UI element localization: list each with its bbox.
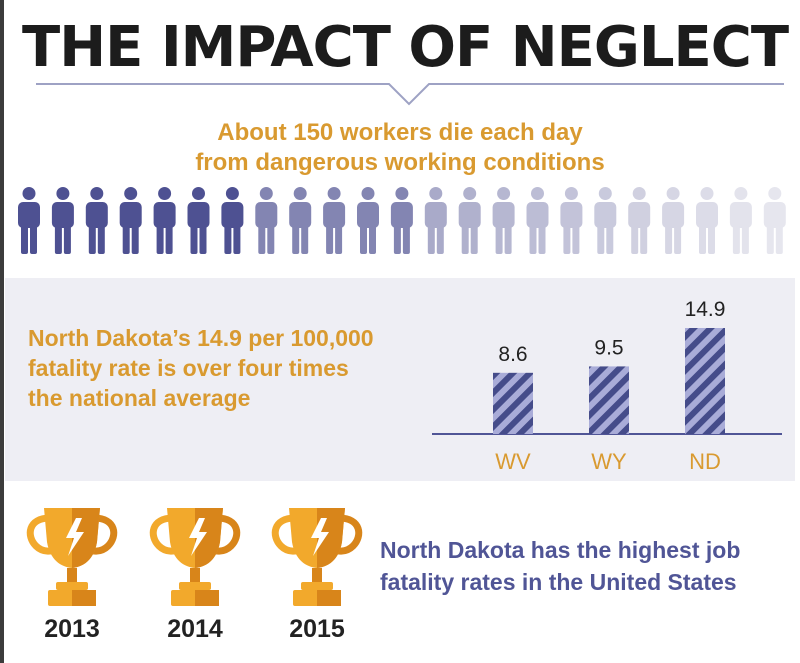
- person-icon: [696, 187, 718, 254]
- year-label-2014: 2014: [167, 615, 223, 643]
- person-icon: [662, 187, 685, 254]
- workers-subtitle: About 150 workers die each day from dang…: [0, 118, 800, 178]
- person-icon: [221, 187, 244, 254]
- data-label-wv: 8.6: [498, 343, 527, 366]
- person-icon: [390, 187, 413, 254]
- fatality-rate-text-line-1: North Dakota’s 14.9 per 100,000: [28, 325, 374, 351]
- person-icon: [458, 187, 481, 254]
- person-icon: [628, 187, 651, 254]
- person-icon: [187, 187, 210, 254]
- fatality-rate-text-line-3: the national average: [28, 385, 251, 411]
- workers-subtitle-line-2: from dangerous working conditions: [195, 149, 605, 176]
- person-icon: [729, 187, 752, 254]
- highest-rates-text: North Dakota has the highest job fatalit…: [380, 534, 796, 598]
- category-label-wv: WV: [495, 449, 531, 474]
- data-label-nd: 14.9: [685, 298, 726, 321]
- trophy-icon: [149, 508, 241, 606]
- category-label-wy: WY: [591, 449, 627, 474]
- page-title: THE IMPACT OF NEGLECT: [22, 15, 789, 80]
- year-label-2015: 2015: [289, 615, 345, 643]
- person-icon: [560, 187, 583, 254]
- person-icon: [526, 187, 549, 254]
- person-icon: [763, 187, 786, 254]
- category-label-nd: ND: [689, 449, 721, 474]
- fatality-rate-text-line-2: fatality rate is over four times: [28, 355, 349, 381]
- person-icon: [85, 187, 108, 254]
- data-label-wy: 9.5: [594, 336, 623, 359]
- person-icon: [594, 187, 617, 254]
- trophy-icon: [26, 508, 118, 606]
- person-icon: [289, 187, 312, 254]
- highest-rates-text-line-1: North Dakota has the highest job: [380, 537, 741, 563]
- fatality-rate-chart: 8.6 WV 9.5 WY 14.9 ND: [432, 298, 782, 474]
- worker-icons-row: [18, 187, 786, 254]
- fatality-rate-panel: [5, 278, 795, 481]
- highest-rates-text-line-2: fatality rates in the United States: [380, 569, 737, 595]
- workers-subtitle-line-1: About 150 workers die each day: [217, 119, 583, 146]
- person-icon: [323, 187, 346, 254]
- left-edge-rule: [0, 0, 4, 663]
- person-icon: [18, 187, 40, 254]
- person-icon: [357, 187, 379, 254]
- person-icon: [255, 187, 278, 254]
- person-icon: [153, 187, 176, 254]
- person-icon: [424, 187, 447, 254]
- bar-wv: [493, 372, 533, 434]
- title-underline: [36, 83, 784, 106]
- bar-nd: [685, 328, 725, 434]
- person-icon: [51, 187, 74, 254]
- person-icon: [492, 187, 515, 254]
- bar-wy: [589, 366, 629, 434]
- person-icon: [119, 187, 142, 254]
- year-label-2013: 2013: [44, 615, 100, 643]
- trophy-icon: [271, 508, 363, 606]
- fatality-rate-text: North Dakota’s 14.9 per 100,000 fatality…: [28, 323, 428, 413]
